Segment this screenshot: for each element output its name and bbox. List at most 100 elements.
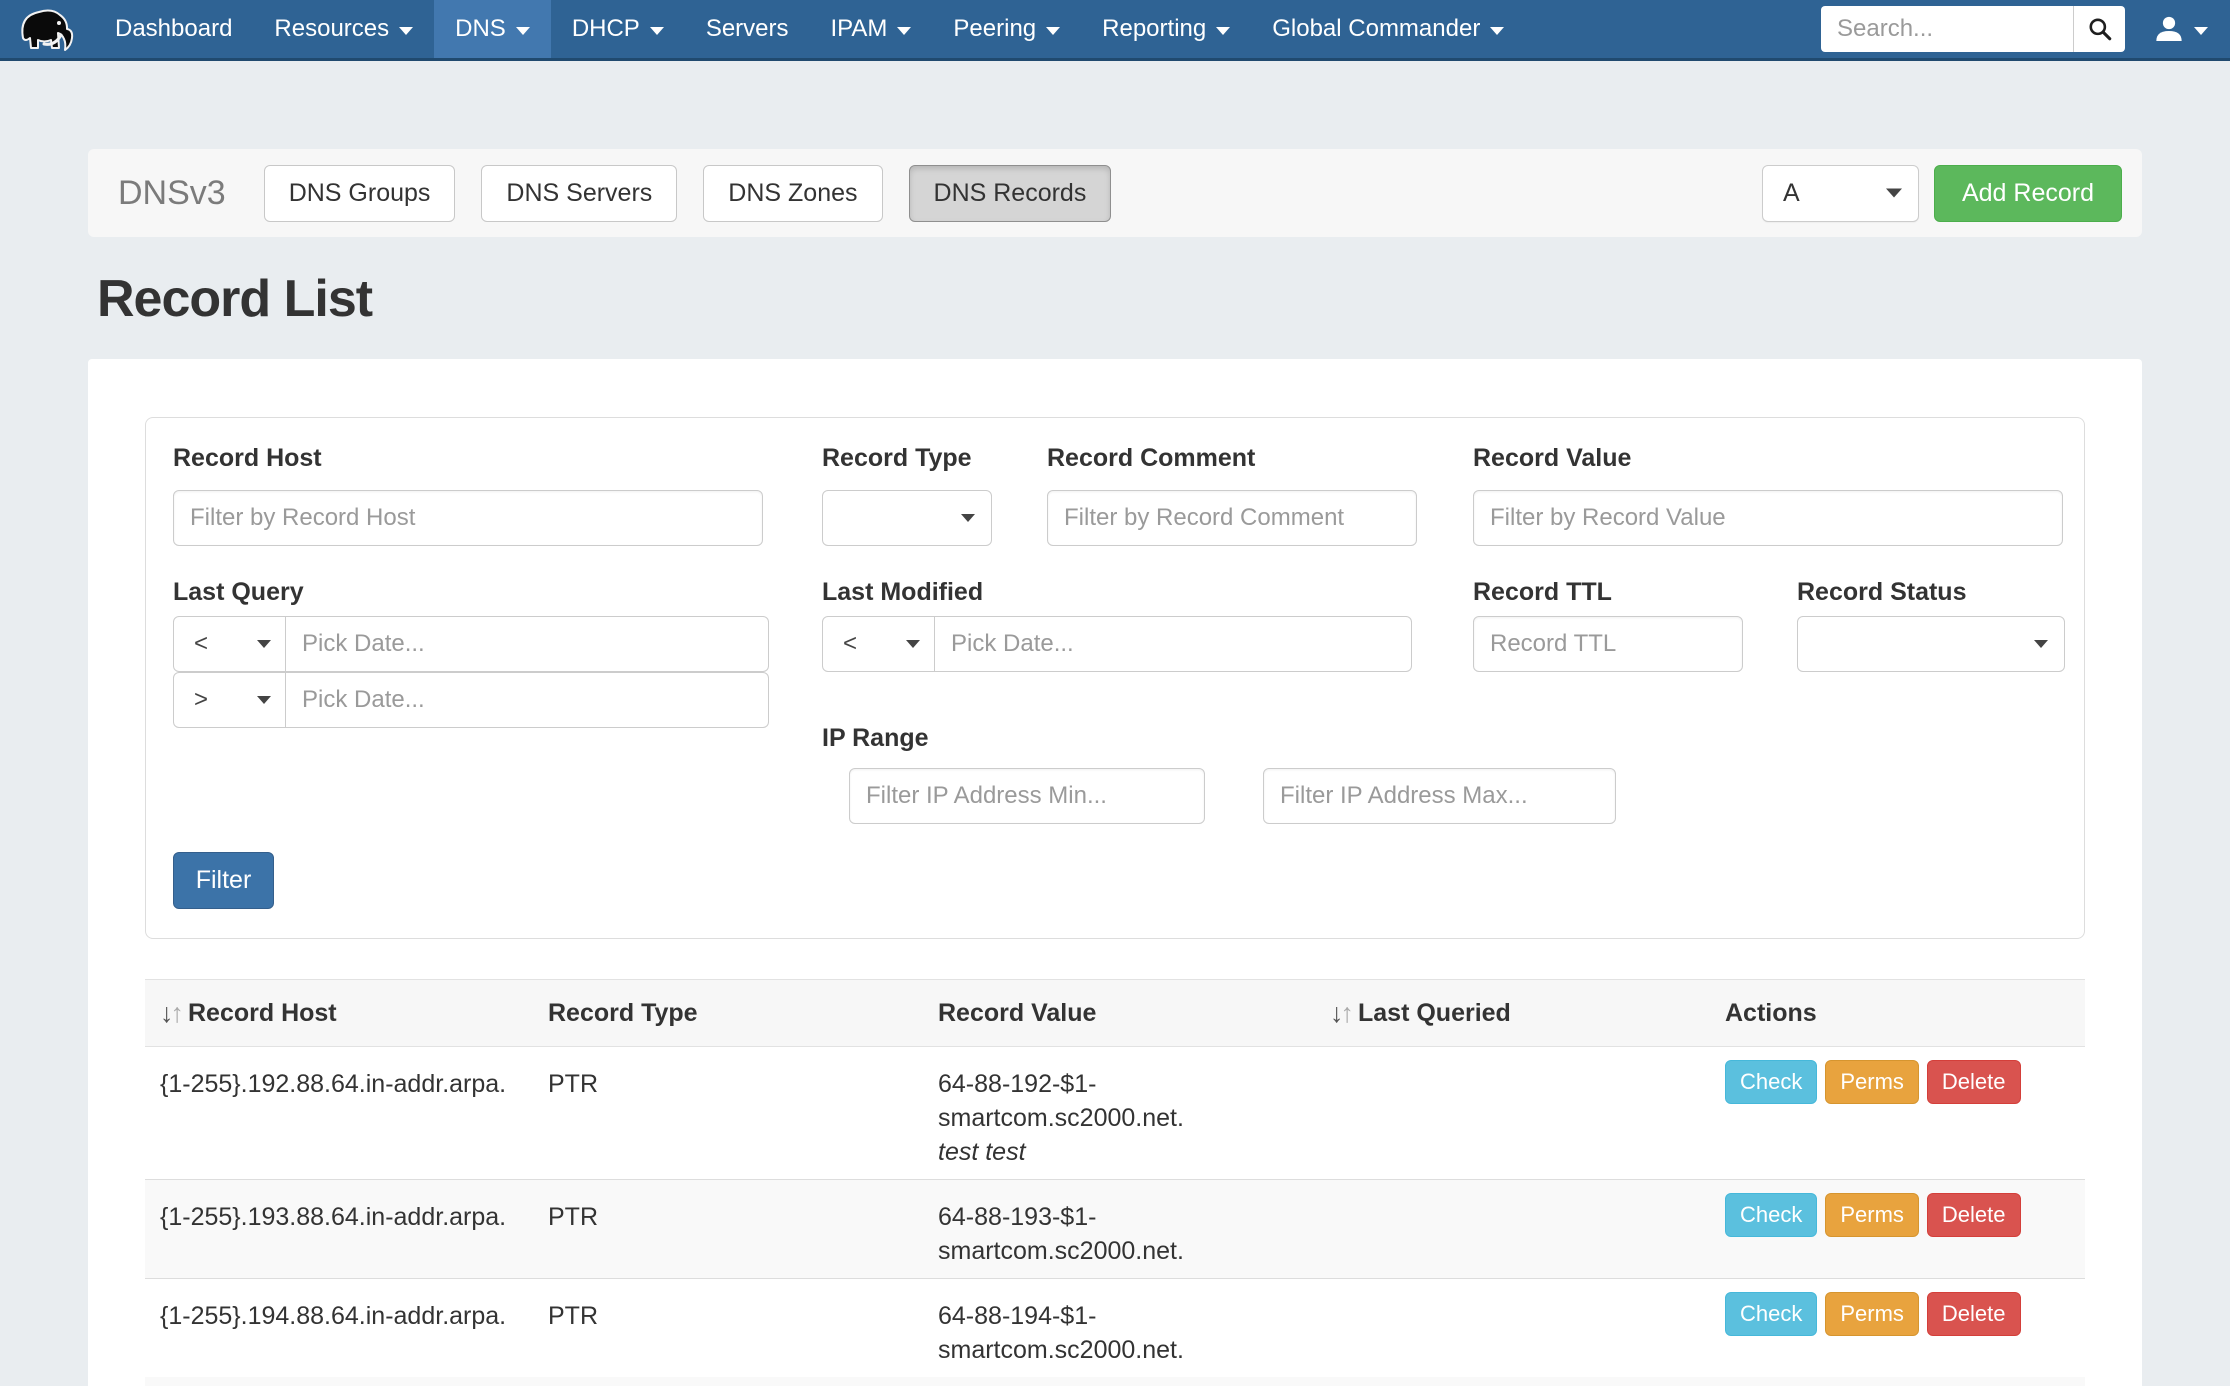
add-record-type-value: A (1783, 179, 1800, 208)
nav-item-label: Dashboard (115, 15, 232, 43)
caret-down-icon (516, 27, 530, 35)
column-header-record-type: Record Type (533, 979, 923, 1046)
caret-down-icon (399, 27, 413, 35)
nav-item-ipam[interactable]: IPAM (810, 0, 933, 58)
caret-down-icon (1216, 27, 1230, 35)
record-value-text: 64-88-192-$1-smartcom.sc2000.net. (938, 1067, 1238, 1135)
caret-down-icon (897, 27, 911, 35)
nav-item-dashboard[interactable]: Dashboard (94, 0, 253, 58)
delete-button[interactable]: Delete (1927, 1060, 2021, 1104)
record-value-cell: 64-88-194-$1-smartcom.sc2000.net. (923, 1278, 1315, 1377)
nav-item-reporting[interactable]: Reporting (1081, 0, 1251, 58)
sort-icon: ↓↑ (1330, 1000, 1351, 1027)
actions-group: CheckPermsDelete (1725, 1060, 2085, 1104)
nav-item-servers[interactable]: Servers (685, 0, 810, 58)
perms-button[interactable]: Perms (1825, 1060, 1919, 1104)
record-value-cell: 64-88-193-$1-smartcom.sc2000.net. (923, 1179, 1315, 1278)
column-header-actions: Actions (1710, 979, 2085, 1046)
check-button[interactable]: Check (1725, 1060, 1817, 1104)
record-value-text: 64-88-194-$1-smartcom.sc2000.net. (938, 1299, 1238, 1367)
tab-dns-servers[interactable]: DNS Servers (481, 165, 677, 222)
filter-submit-button[interactable]: Filter (173, 852, 274, 909)
last-modified-group: < (822, 616, 1412, 672)
user-menu[interactable] (2153, 13, 2208, 45)
dnsv3-title: DNSv3 (118, 174, 226, 213)
last-queried-cell (1315, 1046, 1710, 1179)
mammoth-logo[interactable] (0, 0, 94, 58)
ip-address-max-input[interactable] (1263, 768, 1616, 824)
add-record-button[interactable]: Add Record (1934, 165, 2122, 222)
record-type-select[interactable] (822, 490, 992, 546)
tab-dns-groups[interactable]: DNS Groups (264, 165, 456, 222)
last-queried-cell (1315, 1278, 1710, 1377)
last-query-gt-select[interactable]: > (173, 672, 286, 728)
nav-item-peering[interactable]: Peering (932, 0, 1081, 58)
nav-item-label: Peering (953, 15, 1036, 43)
record-type-cell: PTR (533, 1046, 923, 1179)
records-table: ↓↑ Record Host Record Type Record Value … (145, 979, 2085, 1386)
last-query-after-date-input[interactable] (286, 672, 769, 728)
search-button[interactable] (2073, 6, 2125, 52)
last-query-before-group: < (173, 616, 769, 672)
tab-dns-records[interactable]: DNS Records (909, 165, 1112, 222)
nav-item-resources[interactable]: Resources (253, 0, 434, 58)
perms-button[interactable]: Perms (1825, 1292, 1919, 1336)
caret-down-icon (257, 640, 271, 648)
last-query-before-date-input[interactable] (286, 616, 769, 672)
dns-toolbar: DNSv3 DNS Groups DNS Servers DNS Zones D… (88, 149, 2142, 237)
record-type-label: Record Type (822, 444, 972, 473)
record-value-input[interactable] (1473, 490, 2063, 546)
last-modified-lt-select[interactable]: < (822, 616, 935, 672)
add-record-type-select[interactable]: A (1762, 165, 1919, 222)
mammoth-logo-icon (14, 2, 80, 56)
record-type-cell: PTR (533, 1278, 923, 1377)
table-row: {1-255}.192.88.64.in-addr.arpa. PTR 64-8… (145, 1046, 2085, 1179)
actions-group: CheckPermsDelete (1725, 1193, 2085, 1237)
delete-button[interactable]: Delete (1927, 1193, 2021, 1237)
record-ttl-input[interactable] (1473, 616, 1743, 672)
caret-down-icon (906, 640, 920, 648)
sort-icon: ↓↑ (160, 1000, 181, 1027)
search-input[interactable] (1821, 6, 2073, 52)
check-button[interactable]: Check (1725, 1193, 1817, 1237)
navbar-right (1821, 0, 2230, 58)
delete-button[interactable]: Delete (1927, 1292, 2021, 1336)
last-query-lt-select[interactable]: < (173, 616, 286, 672)
nav-item-label: DHCP (572, 15, 640, 43)
caret-down-icon (1046, 27, 1060, 35)
search-icon (2087, 16, 2113, 42)
record-status-select[interactable] (1797, 616, 2065, 672)
column-header-label: Last Queried (1358, 999, 1511, 1028)
ip-address-min-input[interactable] (849, 768, 1205, 824)
column-header-last-queried[interactable]: ↓↑ Last Queried (1315, 979, 1710, 1046)
nav-item-label: Resources (274, 15, 389, 43)
caret-down-icon (257, 696, 271, 704)
record-value-text: 64-88-193-$1-smartcom.sc2000.net. (938, 1200, 1238, 1268)
filter-card: Record Host Record Type Record Comment R… (145, 417, 2085, 939)
table-row-partial (145, 1377, 2085, 1386)
caret-down-icon (2194, 27, 2208, 35)
perms-button[interactable]: Perms (1825, 1193, 1919, 1237)
record-comment-input[interactable] (1047, 490, 1417, 546)
column-header-record-value: Record Value (923, 979, 1315, 1046)
check-button[interactable]: Check (1725, 1292, 1817, 1336)
table-row: {1-255}.194.88.64.in-addr.arpa. PTR 64-8… (145, 1278, 2085, 1377)
last-modified-label: Last Modified (822, 578, 983, 607)
tab-dns-zones[interactable]: DNS Zones (703, 165, 882, 222)
nav-item-global-commander[interactable]: Global Commander (1251, 0, 1525, 58)
page-title: Record List (97, 270, 2230, 330)
operator-value: < (843, 630, 857, 658)
nav-item-dns[interactable]: DNS (434, 0, 551, 58)
nav-item-dhcp[interactable]: DHCP (551, 0, 685, 58)
record-host-input[interactable] (173, 490, 763, 546)
actions-group: CheckPermsDelete (1725, 1292, 2085, 1336)
record-value-label: Record Value (1473, 444, 1631, 473)
user-icon (2153, 13, 2185, 45)
nav-item-label: Reporting (1102, 15, 1206, 43)
caret-down-icon (961, 514, 975, 522)
record-comment-text: test test (938, 1135, 1238, 1169)
last-modified-date-input[interactable] (935, 616, 1412, 672)
record-host-label: Record Host (173, 444, 322, 473)
caret-down-icon (1490, 27, 1504, 35)
column-header-record-host[interactable]: ↓↑ Record Host (145, 979, 533, 1046)
